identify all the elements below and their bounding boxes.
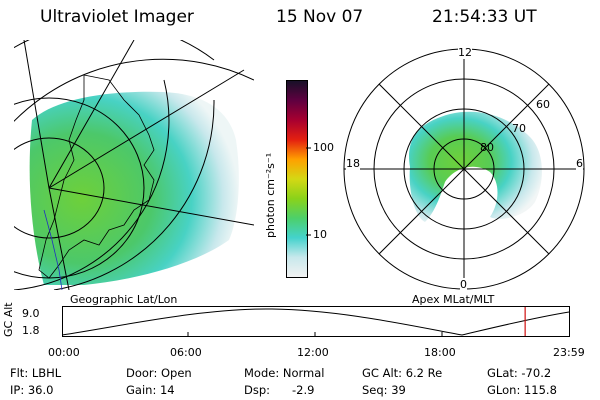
coastline <box>43 209 63 290</box>
colorbar-gradient <box>287 81 307 277</box>
glon-value: GLon: 115.8 <box>487 383 557 397</box>
mlt-line <box>378 83 550 255</box>
gain-value: Gain: 14 <box>126 383 175 397</box>
mlt-label-0: 0 <box>460 278 467 291</box>
geographic-map <box>14 40 254 290</box>
mode-value: Mode: Normal <box>244 366 325 380</box>
flt-value: Flt: LBHL <box>10 366 62 380</box>
left-map-caption: Geographic Lat/Lon <box>70 293 178 306</box>
aurora-oval <box>409 111 542 222</box>
glat-value: GLat: -70.2 <box>487 366 552 380</box>
longitude-line <box>48 69 245 189</box>
altitude-xtick: 23:59 <box>553 346 585 359</box>
seq-value: Seq: 39 <box>362 383 406 397</box>
coastline <box>38 74 155 279</box>
door-value: Door: Open <box>126 366 192 380</box>
colorbar-ticks <box>306 147 311 236</box>
right-map-caption: Apex MLat/MLT <box>412 293 495 306</box>
altitude-xtick: 00:00 <box>48 346 80 359</box>
altitude-ylabel: GC Alt <box>2 302 15 337</box>
longitude-line <box>48 187 70 290</box>
longitude-line <box>23 40 50 189</box>
colorbar <box>286 80 308 278</box>
polar-map <box>343 48 585 290</box>
date-label: 15 Nov 07 <box>276 7 364 27</box>
colorbar-tick-label: 100 <box>313 141 334 154</box>
mlt-label-6: 6 <box>576 157 583 170</box>
gcalt-value: GC Alt: 6.2 Re <box>362 366 443 380</box>
mlat-label-80: 80 <box>480 141 494 154</box>
latitude-circle <box>14 137 105 239</box>
altitude-xtick: 12:00 <box>297 346 329 359</box>
longitude-line <box>48 187 254 226</box>
instrument-title: Ultraviolet Imager <box>40 7 194 27</box>
longitude-line <box>48 40 135 189</box>
aurora-emission-region <box>29 91 239 285</box>
colorbar-unit-label: photon cm⁻²s⁻¹ <box>264 152 277 238</box>
mlt-label-18: 18 <box>346 157 360 170</box>
latitude-arc <box>14 58 254 123</box>
altitude-ytick: 1.8 <box>22 324 40 337</box>
time-label: 21:54:33 UT <box>432 7 537 27</box>
mlat-label-70: 70 <box>512 122 526 135</box>
ip-value: IP: 36.0 <box>10 383 54 397</box>
altitude-plot-frame <box>62 306 570 337</box>
latitude-arc <box>14 79 170 290</box>
altitude-xtick: 06:00 <box>170 346 202 359</box>
altitude-xtick: 18:00 <box>424 346 456 359</box>
dsp-label: Dsp: <box>244 383 271 397</box>
mlat-label-60: 60 <box>536 98 550 111</box>
dsp-value: -2.9 <box>292 383 315 397</box>
mlt-label-12: 12 <box>458 46 472 59</box>
altitude-plot <box>62 306 570 337</box>
latitude-arc <box>53 99 215 290</box>
colorbar-tick-label: 10 <box>313 228 327 241</box>
altitude-ytick: 9.0 <box>22 307 40 320</box>
altitude-curve <box>62 308 570 336</box>
